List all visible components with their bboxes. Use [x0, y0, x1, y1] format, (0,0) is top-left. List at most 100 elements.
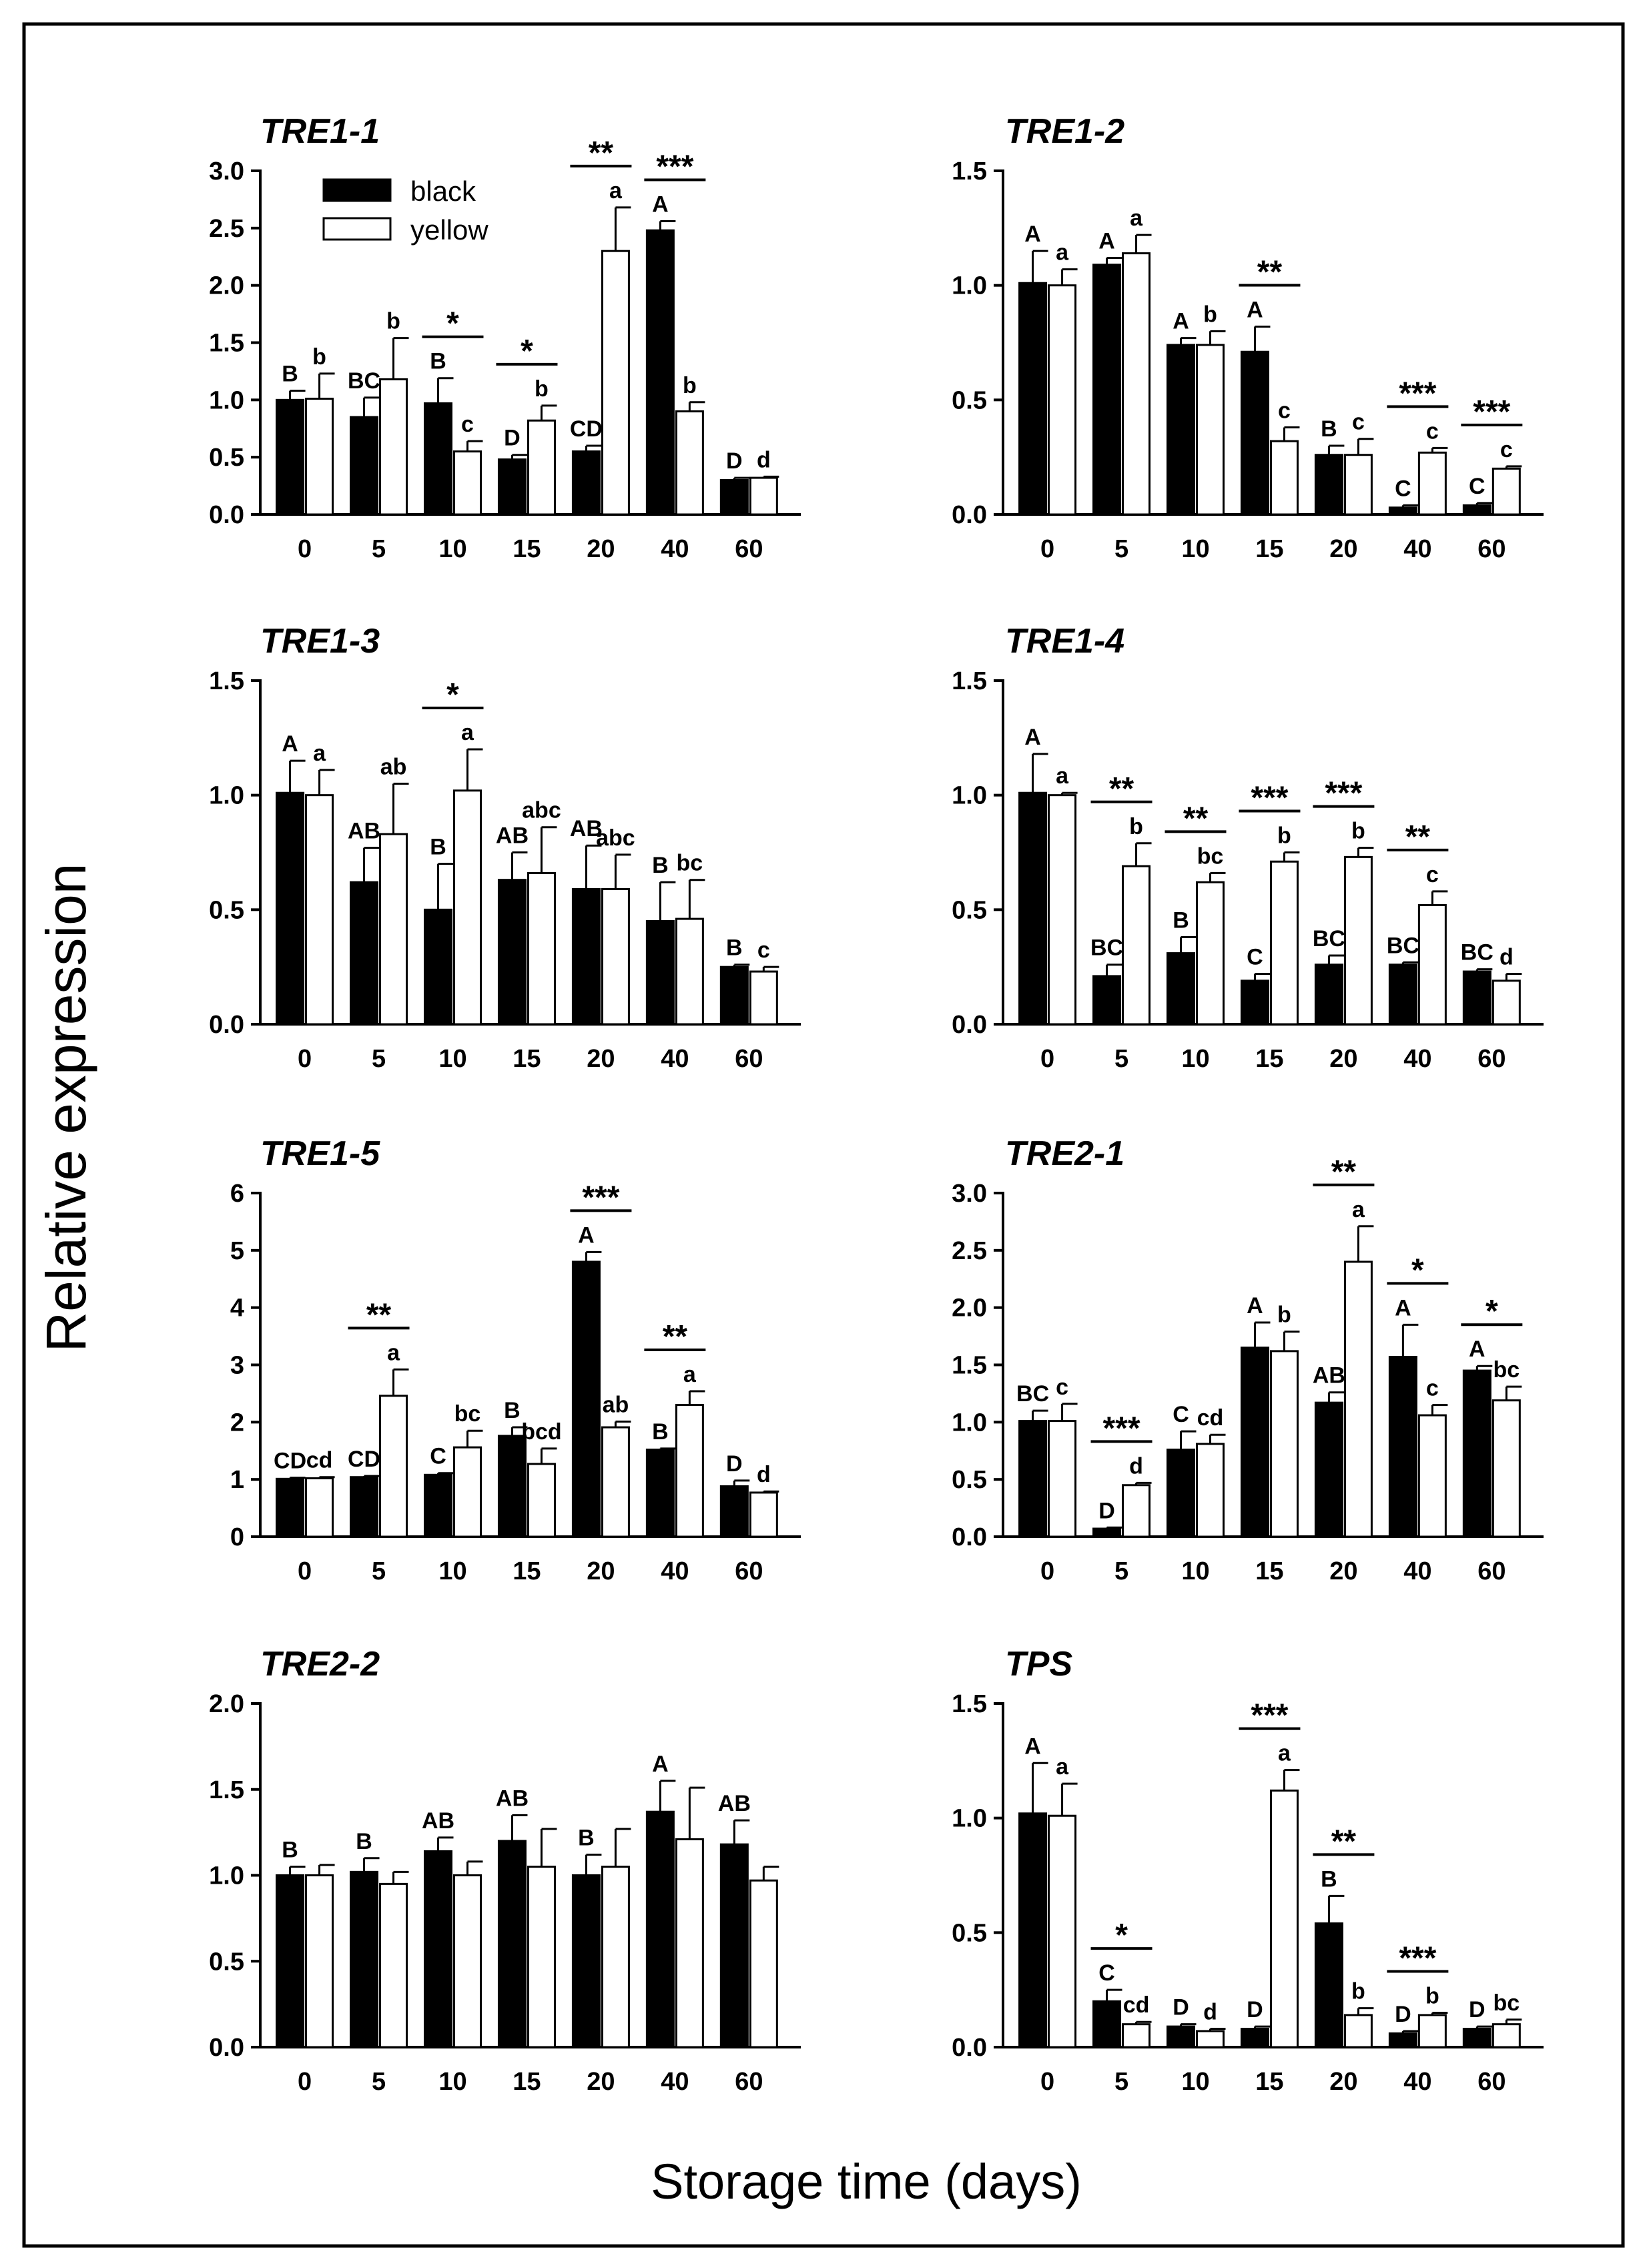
y-tick-label: 1.5 — [209, 330, 244, 358]
bar-yellow — [1195, 881, 1225, 1026]
bar-yellow — [452, 1446, 482, 1538]
significance-letter: c — [1500, 437, 1513, 462]
y-axis-label: Relative expression — [35, 863, 97, 1352]
significance-letter: D — [1469, 1997, 1486, 2022]
bar-black — [497, 1840, 527, 2048]
bar-black — [1388, 964, 1417, 1026]
significance-letter: C — [1173, 1402, 1189, 1427]
significance-letter: A — [652, 1752, 669, 1777]
significance-letter: bc — [677, 851, 703, 876]
panel-title: TRE1-2 — [1005, 112, 1124, 151]
bar-black — [645, 1810, 675, 2048]
significance-letter: BC — [1313, 926, 1345, 952]
y-tick-label: 3.0 — [952, 1180, 987, 1208]
bar-yellow — [1492, 2023, 1521, 2048]
bar-black — [1018, 791, 1048, 1026]
significance-stars: ** — [1257, 254, 1283, 290]
x-tick-label: 40 — [661, 1557, 689, 1585]
y-tick-label: 0.0 — [952, 501, 987, 529]
significance-letter: a — [461, 720, 474, 745]
x-tick-label: 15 — [513, 1557, 541, 1585]
bar-black — [1240, 350, 1269, 516]
significance-letter: D — [1247, 1997, 1263, 2022]
x-tick-label: 10 — [438, 2068, 466, 2096]
significance-letter: a — [387, 1340, 400, 1365]
bar-yellow — [1343, 855, 1373, 1026]
bar-yellow — [1417, 2014, 1447, 2048]
significance-letter: B — [578, 1826, 595, 1851]
bar-black — [1166, 2025, 1195, 2048]
bar-yellow — [1417, 1414, 1447, 1538]
significance-letter: b — [683, 373, 697, 398]
bar-black — [1018, 1420, 1048, 1538]
bar-yellow — [527, 1866, 556, 2048]
bar-black — [1018, 1812, 1048, 2048]
x-axis-label: Storage time (days) — [651, 2154, 1082, 2209]
significance-letter: c — [461, 412, 474, 437]
bar-black — [1314, 1401, 1343, 1538]
panel-tre2-2: TRE2-2 0.0 0.5 1.0 1.5 2.0 0 5 10 15 20 40 60 B B AB AB B… — [209, 1645, 801, 2096]
bar-yellow — [1492, 1399, 1521, 1538]
bar-yellow — [379, 1882, 408, 2048]
significance-stars: *** — [1473, 394, 1510, 430]
x-tick-label: 10 — [438, 535, 466, 563]
significance-letter: d — [757, 1462, 771, 1487]
significance-letter: ab — [603, 1392, 629, 1417]
significance-stars: *** — [1251, 781, 1288, 816]
x-tick-label: 60 — [1477, 2068, 1506, 2096]
bar-black — [423, 1850, 452, 2048]
y-tick-label: 0.5 — [952, 896, 987, 924]
bar-black — [571, 1260, 601, 1538]
x-tick-label: 0 — [298, 1557, 312, 1585]
x-tick-label: 15 — [1255, 2068, 1283, 2096]
significance-letter: b — [535, 376, 549, 402]
bar-yellow — [601, 1426, 630, 1538]
x-tick-label: 15 — [513, 2068, 541, 2096]
bar-yellow — [527, 1463, 556, 1538]
x-tick-label: 40 — [1403, 535, 1431, 563]
bar-black — [1166, 1449, 1195, 1538]
x-tick-label: 60 — [735, 1045, 763, 1073]
significance-stars: *** — [1325, 776, 1362, 811]
significance-letter: D — [504, 426, 521, 451]
significance-letter: B — [356, 1829, 372, 1854]
bar-yellow — [675, 917, 704, 1026]
bar-black — [1092, 975, 1122, 1026]
significance-letter: b — [386, 309, 400, 334]
bar-yellow — [379, 1395, 408, 1538]
bar-black — [350, 1476, 379, 1538]
significance-letter: b — [1351, 819, 1365, 844]
bar-yellow — [1492, 980, 1521, 1026]
bar-black — [497, 458, 527, 516]
bar-black — [1092, 1527, 1122, 1538]
significance-stars: ** — [1183, 801, 1209, 836]
bar-yellow — [305, 398, 334, 516]
y-tick-label: 0.0 — [952, 2034, 987, 2062]
bar-black — [276, 791, 305, 1026]
significance-letter: BC — [1387, 933, 1419, 958]
significance-letter: D — [1395, 2002, 1411, 2027]
y-tick-label: 4 — [230, 1294, 244, 1322]
bar-black — [1092, 264, 1122, 516]
bar-black — [350, 1870, 379, 2048]
bar-yellow — [452, 1874, 482, 2048]
significance-letter: B — [1173, 908, 1189, 933]
panel-title: TRE1-5 — [260, 1134, 380, 1173]
bar-yellow — [305, 1874, 334, 2048]
y-tick-label: 1.0 — [952, 1805, 987, 1833]
significance-letter: C — [430, 1444, 446, 1469]
y-tick-label: 0.5 — [209, 896, 244, 924]
significance-stars: ** — [1331, 1824, 1357, 1859]
legend-label-yellow: yellow — [410, 214, 488, 246]
significance-letter: A — [1098, 228, 1115, 254]
significance-letter: A — [282, 731, 298, 757]
significance-letter: c — [1426, 418, 1439, 444]
panel-title: TRE1-4 — [1005, 622, 1124, 661]
bar-black — [571, 1874, 601, 2048]
x-tick-label: 15 — [1255, 1557, 1283, 1585]
y-tick-label: 3.0 — [209, 157, 244, 185]
significance-letter: bc — [1493, 1357, 1520, 1383]
significance-letter: b — [1277, 823, 1291, 849]
significance-stars: ** — [1331, 1154, 1357, 1190]
bar-yellow — [1343, 2014, 1373, 2048]
